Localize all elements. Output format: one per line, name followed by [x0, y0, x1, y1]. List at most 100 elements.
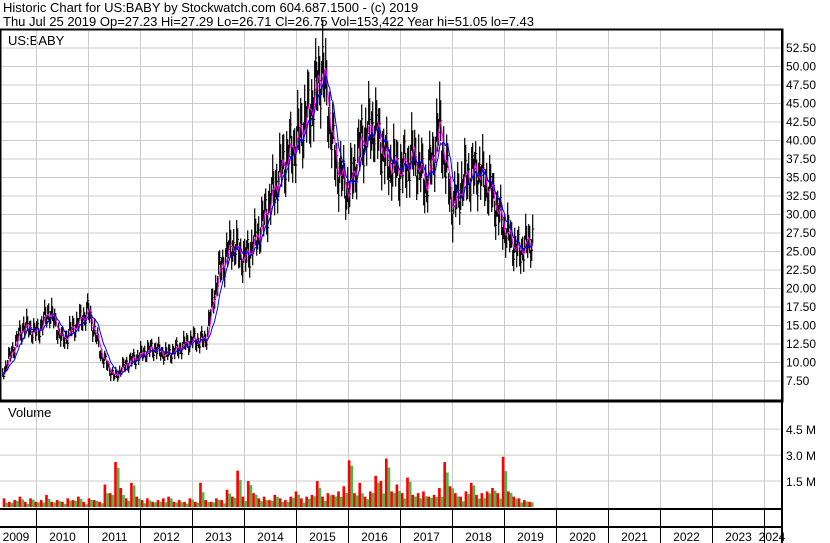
volume-bar	[453, 493, 457, 507]
volume-bar	[331, 494, 335, 507]
price-tick-label: 32.50	[786, 189, 816, 203]
price-tick-label: 45.00	[786, 97, 816, 111]
volume-bar	[111, 495, 115, 507]
volume-bar	[475, 494, 478, 507]
volume-bar	[302, 502, 306, 507]
volume-bar	[300, 498, 303, 507]
volume-bar	[193, 501, 197, 507]
volume-bar	[297, 494, 301, 507]
volume-bar	[66, 498, 70, 507]
x-tick-label: 2016	[361, 530, 388, 543]
volume-bar	[10, 502, 14, 507]
volume-bar	[252, 493, 255, 507]
volume-bar	[390, 491, 393, 507]
volume-bar	[122, 494, 125, 507]
volume-tick-label: 1.5 M	[786, 475, 816, 489]
x-tick-label: 2018	[465, 530, 492, 543]
volume-bar	[209, 501, 213, 507]
volume-bar	[329, 495, 332, 507]
price-tick-label: 12.50	[786, 337, 816, 351]
volume-bar	[71, 500, 75, 507]
price-tick-label: 15.00	[786, 319, 816, 333]
volume-bar	[191, 499, 194, 507]
volume-bar	[488, 493, 492, 507]
volume-panel-title: Volume	[8, 405, 51, 420]
volume-bar	[496, 493, 500, 507]
volume-bar	[387, 467, 391, 507]
volume-bar	[262, 496, 266, 507]
volume-bar	[408, 481, 412, 507]
volume-bar	[278, 498, 282, 507]
volume-bar	[236, 470, 239, 507]
volume-bar	[366, 499, 370, 507]
price-tick-label: 40.00	[786, 134, 816, 148]
price-tick-label: 52.50	[786, 41, 816, 55]
volume-bar	[26, 503, 30, 507]
volume-bar	[172, 501, 176, 507]
chart-header-quote: Thu Jul 25 2019 Op=27.23 Hi=27.29 Lo=26.…	[3, 14, 534, 29]
volume-bar	[446, 472, 449, 507]
volume-bar	[414, 496, 417, 507]
volume-bar	[230, 496, 234, 507]
volume-bar	[430, 497, 433, 507]
volume-bar	[63, 504, 67, 507]
price-tick-label: 50.00	[786, 60, 816, 74]
volume-bar	[403, 498, 407, 507]
volume-bar	[225, 489, 229, 507]
volume-bar	[177, 500, 181, 507]
volume-bar	[339, 496, 343, 507]
volume-bar	[345, 492, 348, 507]
volume-bar	[220, 500, 224, 507]
volume-bar	[477, 498, 481, 507]
volume-bar	[161, 498, 165, 507]
volume-bar	[154, 502, 157, 507]
volume-bar	[140, 500, 144, 507]
volume-bar	[29, 498, 32, 507]
volume-bar	[469, 482, 473, 507]
volume-bar	[512, 496, 516, 507]
volume-bar	[130, 482, 133, 507]
volume-bar	[493, 490, 497, 507]
price-tick-label: 47.50	[786, 78, 816, 92]
volume-bar	[84, 504, 88, 507]
volume-bar	[246, 481, 250, 507]
x-tick-label: 2022	[673, 530, 700, 543]
volume-bar	[509, 493, 513, 507]
x-tick-label: 2015	[309, 530, 336, 543]
volume-bar	[260, 501, 263, 507]
volume-bar	[440, 496, 444, 507]
volume-bar	[164, 502, 168, 507]
volume-bar	[411, 494, 415, 507]
volume-bar	[371, 492, 375, 507]
volume-bar	[156, 500, 160, 507]
volume-bar	[244, 501, 247, 507]
volume-bar	[315, 481, 319, 507]
volume-bar	[201, 492, 205, 507]
volume-bar	[342, 486, 346, 507]
volume-bar	[119, 487, 123, 507]
x-tick-label: 2017	[413, 530, 440, 543]
volume-bar	[268, 500, 271, 507]
volume-bar	[438, 487, 441, 507]
volume-bar	[369, 491, 372, 507]
volume-bar	[374, 475, 377, 507]
x-tick-label: 2023	[725, 530, 752, 543]
volume-bar	[196, 502, 200, 507]
volume-bar	[353, 493, 356, 507]
volume-bar	[53, 502, 56, 507]
volume-bar	[392, 493, 396, 507]
volume-bar	[45, 494, 48, 507]
volume-bar	[321, 496, 324, 507]
volume-bar	[400, 493, 404, 507]
volume-bar	[42, 502, 46, 507]
volume-bar	[485, 491, 489, 507]
volume-bar	[523, 500, 526, 507]
volume-bar	[422, 491, 425, 507]
volume-bar	[47, 498, 51, 507]
price-tick-label: 30.00	[786, 208, 816, 222]
volume-bar	[416, 493, 420, 507]
volume-bar	[215, 498, 218, 507]
volume-bar	[90, 499, 93, 507]
volume-tick-label: 3.0 M	[786, 449, 816, 463]
volume-bar	[55, 500, 59, 507]
